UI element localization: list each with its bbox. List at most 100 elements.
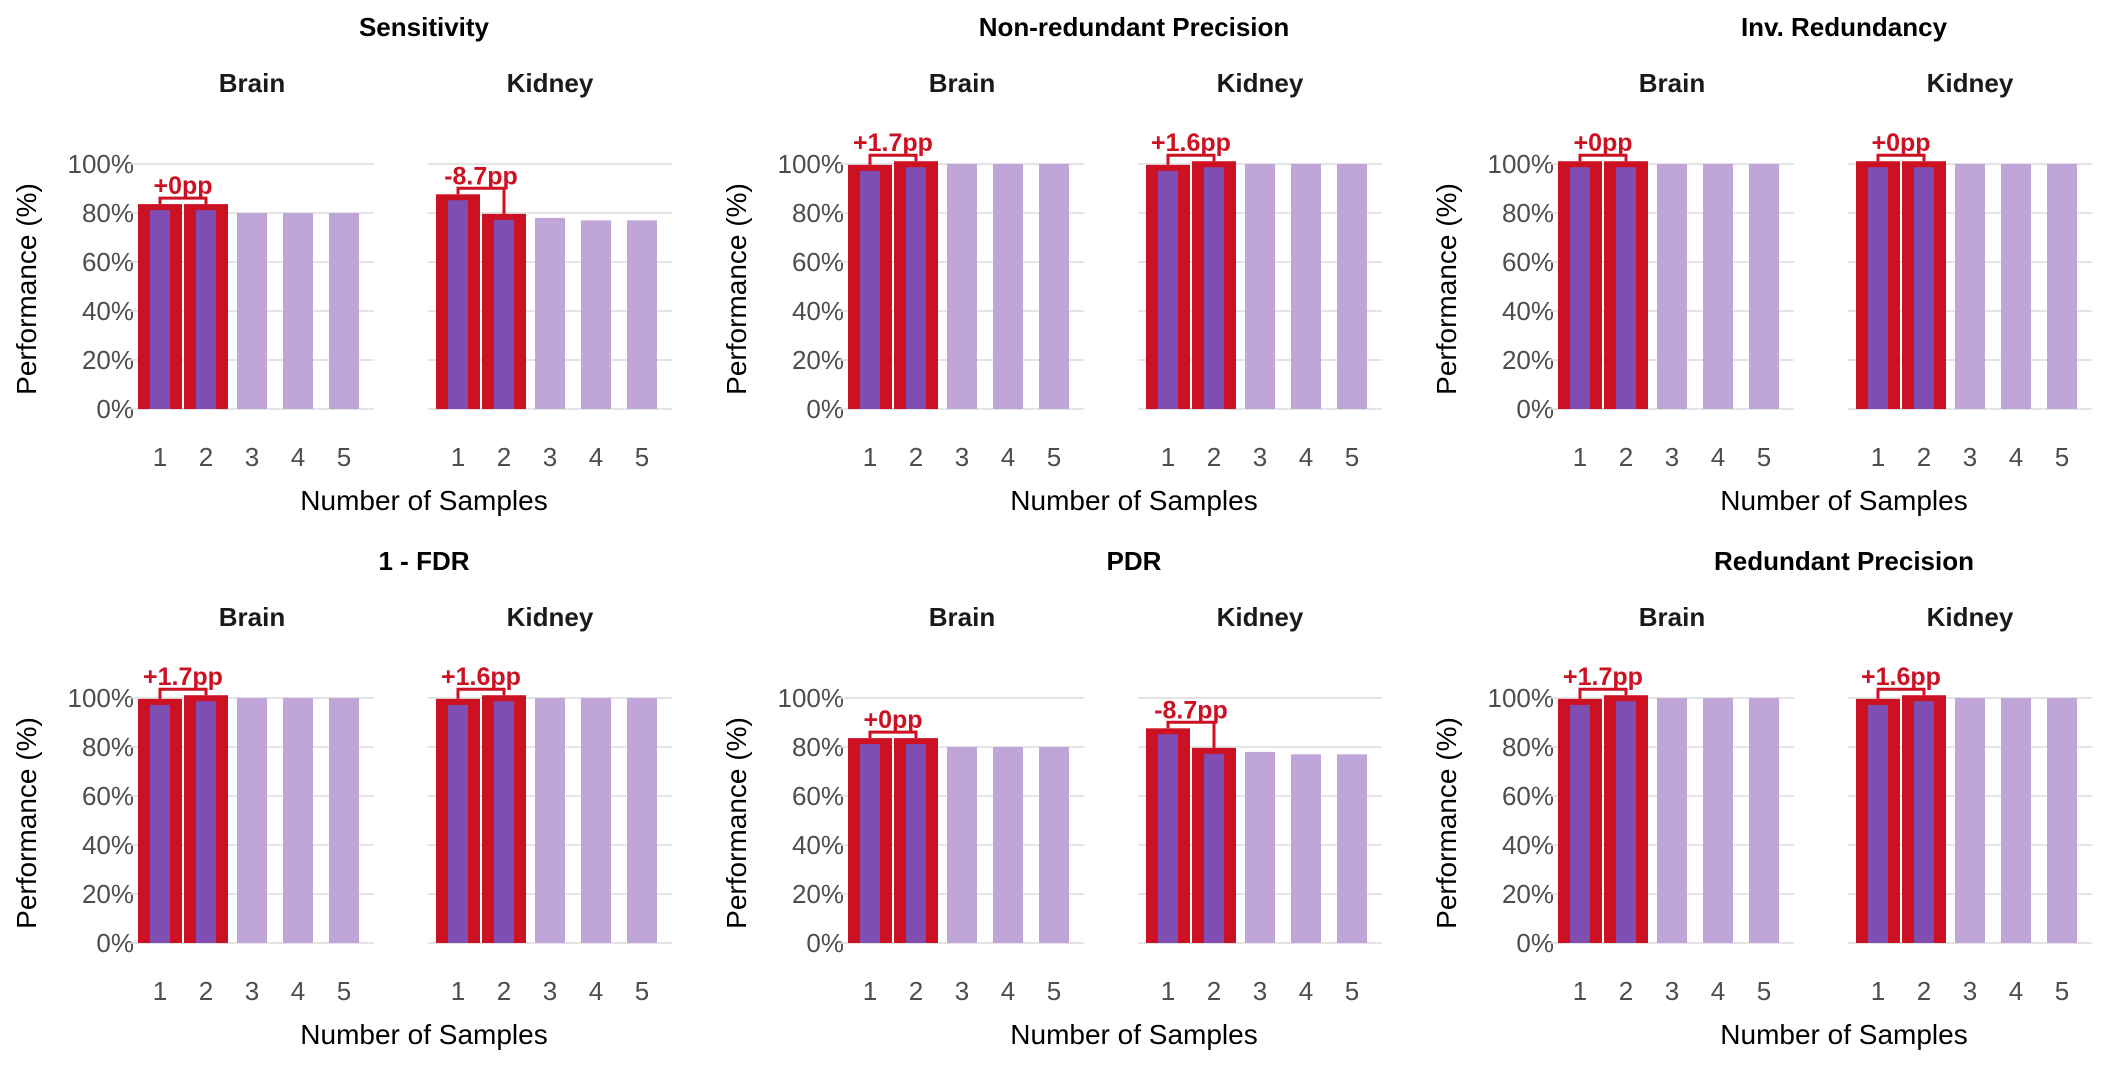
bar xyxy=(906,167,926,409)
x-tick-label: 2 xyxy=(199,976,213,1006)
facet-brain: Brain 1 2 3 4 5 +1.7pp xyxy=(840,68,1084,472)
y-tick-label: 60% xyxy=(1502,781,1554,811)
x-tick-label: 1 xyxy=(1573,442,1587,472)
facet-brain: Brain 1 2 3 4 5 +1.7pp xyxy=(1550,602,1794,1006)
x-tick-label: 2 xyxy=(497,976,511,1006)
y-tick-label: 0% xyxy=(806,394,844,424)
x-tick-label: 1 xyxy=(451,976,465,1006)
x-tick-label: 3 xyxy=(1665,976,1679,1006)
x-tick-label: 3 xyxy=(245,976,259,1006)
x-tick-label: 3 xyxy=(955,442,969,472)
bar xyxy=(1245,751,1275,943)
chart-panel-4: PDR 0% 20% 40% 60% 80% 100% Performance (%) Numb… xyxy=(721,546,1382,1050)
x-tick-label: 3 xyxy=(543,976,557,1006)
x-tick-label: 5 xyxy=(635,976,649,1006)
x-tick-label: 1 xyxy=(1161,976,1175,1006)
bar xyxy=(196,701,216,943)
bar xyxy=(2001,698,2031,943)
chart-panel-5: Redundant Precision 0% 20% 40% 60% 80% 100% Per… xyxy=(1431,546,2092,1050)
bar xyxy=(627,220,657,409)
bar xyxy=(1616,167,1636,409)
x-tick-label: 3 xyxy=(955,976,969,1006)
y-tick-label: 80% xyxy=(1502,198,1554,228)
annotation-label: +1.7pp xyxy=(853,129,933,157)
chart-title: Inv. Redundancy xyxy=(1741,12,1948,42)
bar xyxy=(1703,698,1733,943)
y-tick-label: 0% xyxy=(1516,928,1554,958)
x-tick-label: 2 xyxy=(1619,442,1633,472)
annotation-label: -8.7pp xyxy=(444,162,518,190)
annotation-label: +1.6pp xyxy=(1151,129,1231,157)
bar xyxy=(860,744,880,943)
bar xyxy=(1868,167,1888,409)
annotation-bracket xyxy=(158,687,208,699)
bar xyxy=(1914,701,1934,943)
annotation-bracket xyxy=(1166,153,1216,165)
chart-panel-1: Non-redundant Precision 0% 20% 40% 60% 80% 100… xyxy=(721,12,1382,516)
x-tick-label: 4 xyxy=(2009,976,2023,1006)
y-tick-label: 80% xyxy=(792,732,844,762)
bar xyxy=(993,747,1023,943)
bar xyxy=(627,698,657,943)
x-tick-label: 4 xyxy=(291,442,305,472)
x-tick-label: 1 xyxy=(863,976,877,1006)
x-tick-label: 4 xyxy=(1711,976,1725,1006)
facet-kidney: Kidney 1 2 3 4 5 +1.6pp xyxy=(1138,68,1382,472)
x-tick-label: 4 xyxy=(1299,976,1313,1006)
facet-brain: Brain 1 2 3 4 5 +0pp xyxy=(130,68,374,472)
y-tick-label: 80% xyxy=(792,198,844,228)
x-tick-label: 2 xyxy=(497,442,511,472)
bar xyxy=(494,219,514,409)
annotation-bracket xyxy=(1578,687,1628,699)
y-tick-label: 0% xyxy=(1516,394,1554,424)
bar xyxy=(329,213,359,409)
annotation-bracket xyxy=(158,196,208,205)
bar xyxy=(581,220,611,409)
chart-title: 1 - FDR xyxy=(379,546,470,576)
x-tick-label: 4 xyxy=(1001,976,1015,1006)
bar xyxy=(1703,164,1733,409)
bar xyxy=(1657,698,1687,943)
bar xyxy=(535,217,565,409)
bar xyxy=(1749,164,1779,409)
bar xyxy=(494,701,514,943)
facet-kidney: Kidney 1 2 3 4 5 +1.6pp xyxy=(428,602,672,1006)
facet-label: Brain xyxy=(219,602,285,632)
y-tick-label: 20% xyxy=(82,345,134,375)
y-tick-label: 40% xyxy=(82,296,134,326)
y-tick-label: 80% xyxy=(82,732,134,762)
annotation-label: +0pp xyxy=(1871,129,1930,157)
bar xyxy=(2001,164,2031,409)
x-tick-label: 3 xyxy=(1253,976,1267,1006)
x-tick-label: 5 xyxy=(1047,442,1061,472)
x-tick-label: 4 xyxy=(589,976,603,1006)
x-axis-label: Number of Samples xyxy=(300,485,547,516)
bar xyxy=(1291,164,1321,409)
facet-label: Kidney xyxy=(1217,68,1304,98)
x-tick-label: 1 xyxy=(153,442,167,472)
y-tick-label: 40% xyxy=(1502,830,1554,860)
facet-brain: Brain 1 2 3 4 5 +1.7pp xyxy=(130,602,374,1006)
annotation-label: +1.6pp xyxy=(1861,663,1941,691)
y-tick-label: 100% xyxy=(1488,149,1555,179)
bar xyxy=(150,210,170,409)
bar xyxy=(1204,753,1224,943)
y-tick-label: 80% xyxy=(1502,732,1554,762)
x-tick-label: 2 xyxy=(909,976,923,1006)
x-tick-label: 2 xyxy=(199,442,213,472)
annotation-label: +1.7pp xyxy=(1563,663,1643,691)
chart-title: Redundant Precision xyxy=(1714,546,1974,576)
x-axis-label: Number of Samples xyxy=(300,1019,547,1050)
annotation-bracket xyxy=(456,186,506,214)
y-tick-label: 20% xyxy=(1502,879,1554,909)
facet-label: Brain xyxy=(929,602,995,632)
bar xyxy=(1158,734,1178,943)
bar xyxy=(448,704,468,943)
bar xyxy=(906,744,926,943)
y-axis-label: Performance (%) xyxy=(721,717,752,929)
facet-brain: Brain 1 2 3 4 5 +0pp xyxy=(1550,68,1794,472)
annotation-bracket xyxy=(868,730,918,739)
bar xyxy=(1158,170,1178,409)
x-tick-label: 3 xyxy=(245,442,259,472)
x-tick-label: 1 xyxy=(451,442,465,472)
